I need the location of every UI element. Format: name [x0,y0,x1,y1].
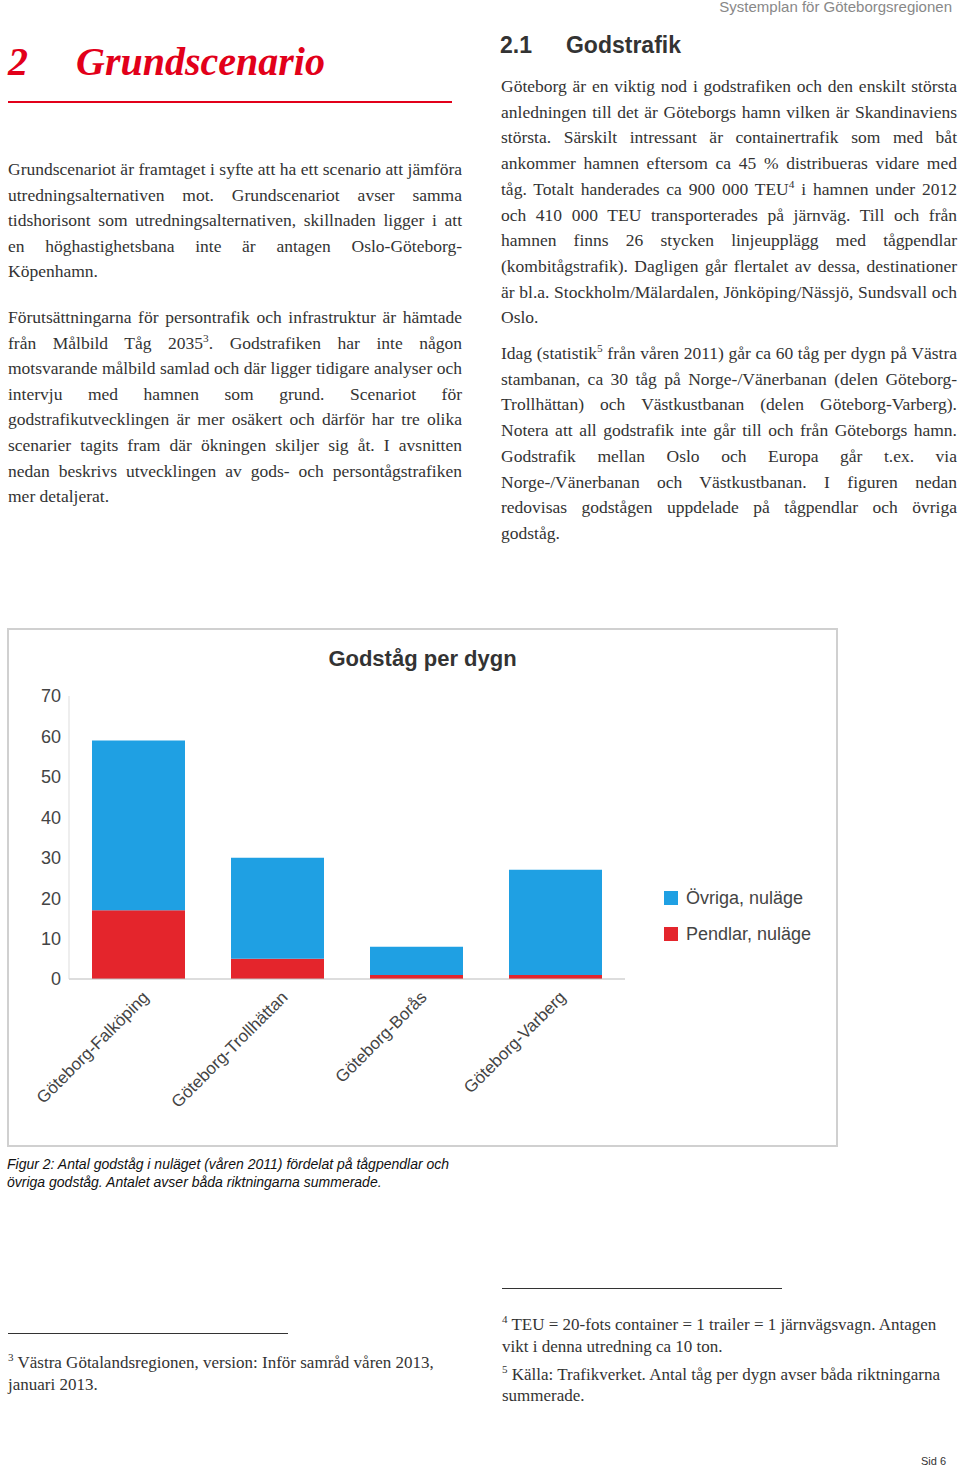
svg-text:Göteborg-Falköping: Göteborg-Falköping [33,988,153,1108]
html-text:3. Godstrafiken har inte någon: 3. Godstrafiken har inte någon motsvaran… [8,331,462,507]
html-text:Godstrafik: Godstrafik [566,32,681,58]
html-text:Grundscenario: Grundscenario [76,39,325,84]
html-text:Sid 6: Sid 6 [920,1455,946,1467]
svg-text:0: 0 [51,969,61,989]
svg-text:70: 70 [41,686,61,706]
svg-text:30: 30 [41,848,61,868]
html-text:5 Källa: Trafikverket. Antal t: 5 Källa: Trafikverket. Antal tåg per dyg… [502,1362,940,1406]
html-text:Pendlar, nuläge: Pendlar, nuläge [686,923,812,944]
svg-text:60: 60 [41,727,61,747]
html-text:3 Västra Götalandsregionen, ve: 3 Västra Götalandsregionen, version: Inf… [8,1351,434,1394]
html-text:Figur 2: Antal godståg i nuläg: Figur 2: Antal godståg i nuläget (våren … [7,1156,450,1190]
html-text:Grundscenariot är framtaget i: Grundscenariot är framtaget i syfte att … [8,159,462,282]
html-text:2: 2 [8,39,28,84]
svg-text:Göteborg-Trollhättan: Göteborg-Trollhättan [168,988,292,1112]
html-text:Godståg per dygn: Godståg per dygn [328,646,517,671]
html-text:Göteborg är en viktig nod i go: Göteborg är en viktig nod i godstrafiken… [501,76,957,328]
html-text:Förutsättningarna för persontr: Förutsättningarna för persontrafik och i… [8,307,462,353]
svg-text:Göteborg-Borås: Göteborg-Borås [332,988,431,1087]
svg-text:50: 50 [41,767,61,787]
svg-text:Göteborg-Varberg: Göteborg-Varberg [460,988,569,1097]
svg-text:40: 40 [41,808,61,828]
html-text:Idag (statistik5från våren 201: Idag (statistik5från våren 2011) går ca … [501,342,957,543]
html-text:Övriga, nuläge: Övriga, nuläge [686,887,804,908]
svg-text:10: 10 [41,929,61,949]
html-text:4 TEU = 20-fots container = 1: 4 TEU = 20-fots container = 1 trailer = … [502,1313,937,1356]
svg-text:20: 20 [41,889,61,909]
html-text:2.1: 2.1 [500,32,532,58]
